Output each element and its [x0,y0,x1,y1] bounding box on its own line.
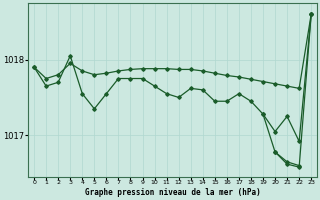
X-axis label: Graphe pression niveau de la mer (hPa): Graphe pression niveau de la mer (hPa) [85,188,260,197]
